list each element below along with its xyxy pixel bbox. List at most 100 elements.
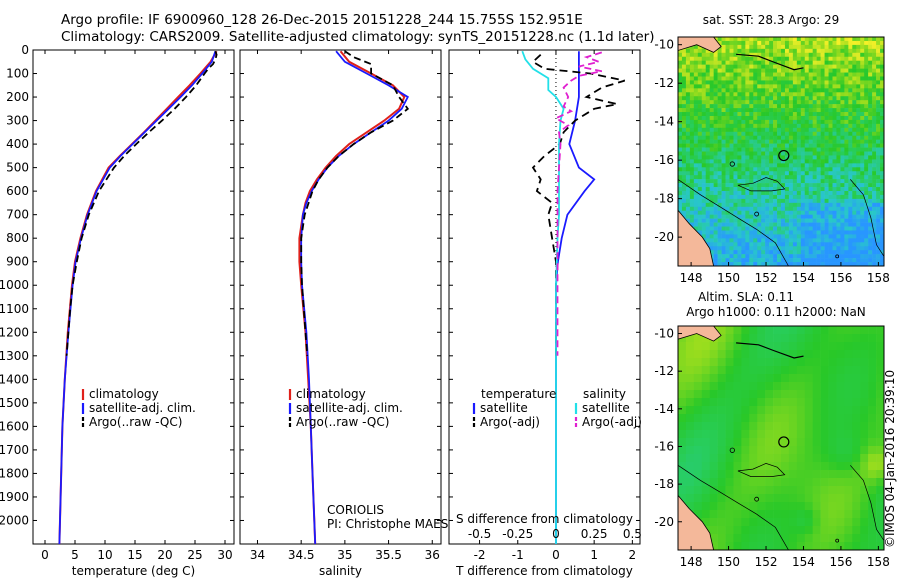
sst-cell [729, 72, 734, 77]
sst-cell [725, 76, 730, 81]
sst-cell [812, 40, 817, 46]
sla-cell [733, 334, 742, 343]
sst-cell [697, 210, 703, 215]
sst-cell [852, 175, 857, 180]
sst-cell [681, 52, 687, 58]
sst-cell [729, 76, 734, 81]
sst-cell [812, 127, 817, 133]
sla-cell [820, 326, 829, 335]
sst-cell [880, 262, 884, 266]
sst-cell [737, 155, 742, 160]
sst-cell [880, 37, 884, 42]
sst-cell [792, 135, 798, 140]
sla-cell [796, 462, 806, 471]
sst-cell [761, 262, 766, 266]
sst-cell [784, 183, 790, 188]
sst-cell [701, 198, 707, 204]
sst-cell [701, 60, 707, 65]
sst-cell [840, 123, 845, 129]
sst-cell [812, 131, 817, 137]
sla-cell [788, 446, 798, 455]
sla-cell [709, 494, 718, 503]
sla-cell [868, 478, 877, 487]
sst-cell [852, 198, 857, 204]
x-tick-label-salinity: -0.5 [468, 527, 491, 541]
sla-cell [733, 366, 742, 375]
sst-cell [820, 72, 825, 77]
sst-cell [856, 262, 861, 266]
sla-cell [725, 486, 734, 495]
sst-cell [816, 210, 821, 215]
sst-cell [769, 230, 774, 235]
sla-cell [725, 390, 734, 399]
sst-cell [812, 60, 817, 65]
sst-cell [840, 147, 845, 152]
sst-cell [860, 143, 865, 148]
sst-cell [729, 183, 734, 188]
sst-cell [705, 159, 710, 164]
sst-cell [820, 230, 825, 235]
sst-cell [832, 187, 837, 192]
sst-cell [721, 123, 726, 129]
sla-cell [804, 358, 813, 367]
sst-cell [880, 202, 884, 208]
sst-cell [713, 183, 718, 188]
sst-cell [824, 187, 829, 192]
sst-cell [836, 88, 841, 93]
sst-cell [868, 262, 873, 266]
sst-cell [832, 48, 837, 54]
sst-cell [876, 92, 881, 97]
sst-cell [796, 151, 802, 156]
sst-cell [864, 171, 869, 176]
sst-cell [761, 175, 766, 180]
sla-cell [852, 494, 861, 503]
sst-cell [733, 151, 738, 156]
sst-cell [681, 131, 687, 137]
sst-cell [737, 202, 742, 208]
sst-cell [808, 159, 813, 164]
sst-cell [709, 226, 714, 231]
y-tick-label: 1700 [0, 443, 29, 457]
sst-cell [844, 258, 849, 263]
sst-cell [788, 64, 794, 69]
sst-cell [864, 187, 869, 192]
sst-cell [800, 198, 806, 204]
sla-cell [781, 518, 790, 527]
sst-cell [725, 218, 730, 223]
sst-cell [804, 226, 810, 231]
sst-cell [749, 206, 754, 212]
sst-cell [681, 214, 687, 219]
sst-cell [792, 262, 798, 266]
sst-cell [824, 76, 829, 81]
sst-cell [872, 37, 877, 42]
sst-cell [777, 206, 782, 212]
sst-cell [757, 80, 762, 85]
sst-cell [844, 84, 849, 89]
sst-cell [796, 56, 802, 61]
sst-cell [678, 139, 683, 144]
sst-cell [701, 123, 707, 129]
sst-cell [769, 151, 774, 156]
sst-cell [840, 218, 845, 223]
sla-cell [796, 478, 806, 487]
sla-cell [773, 382, 782, 391]
sla-cell [876, 342, 884, 351]
sst-cell [681, 147, 687, 152]
sla-cell [804, 334, 813, 343]
sst-cell [788, 167, 794, 172]
sst-cell [808, 72, 813, 77]
sst-cell [808, 194, 813, 200]
sst-cell [678, 151, 683, 156]
sla-cell [812, 470, 821, 479]
sst-cell [864, 115, 869, 121]
sst-cell [781, 222, 786, 227]
sst-cell [749, 198, 754, 204]
sst-cell [697, 96, 703, 101]
sst-cell [741, 171, 746, 176]
sst-cell [812, 190, 817, 196]
sst-cell [773, 242, 778, 247]
sla-cell [685, 454, 695, 463]
sst-cell [876, 159, 881, 164]
sst-cell [765, 242, 770, 247]
sst-cell [876, 76, 881, 81]
